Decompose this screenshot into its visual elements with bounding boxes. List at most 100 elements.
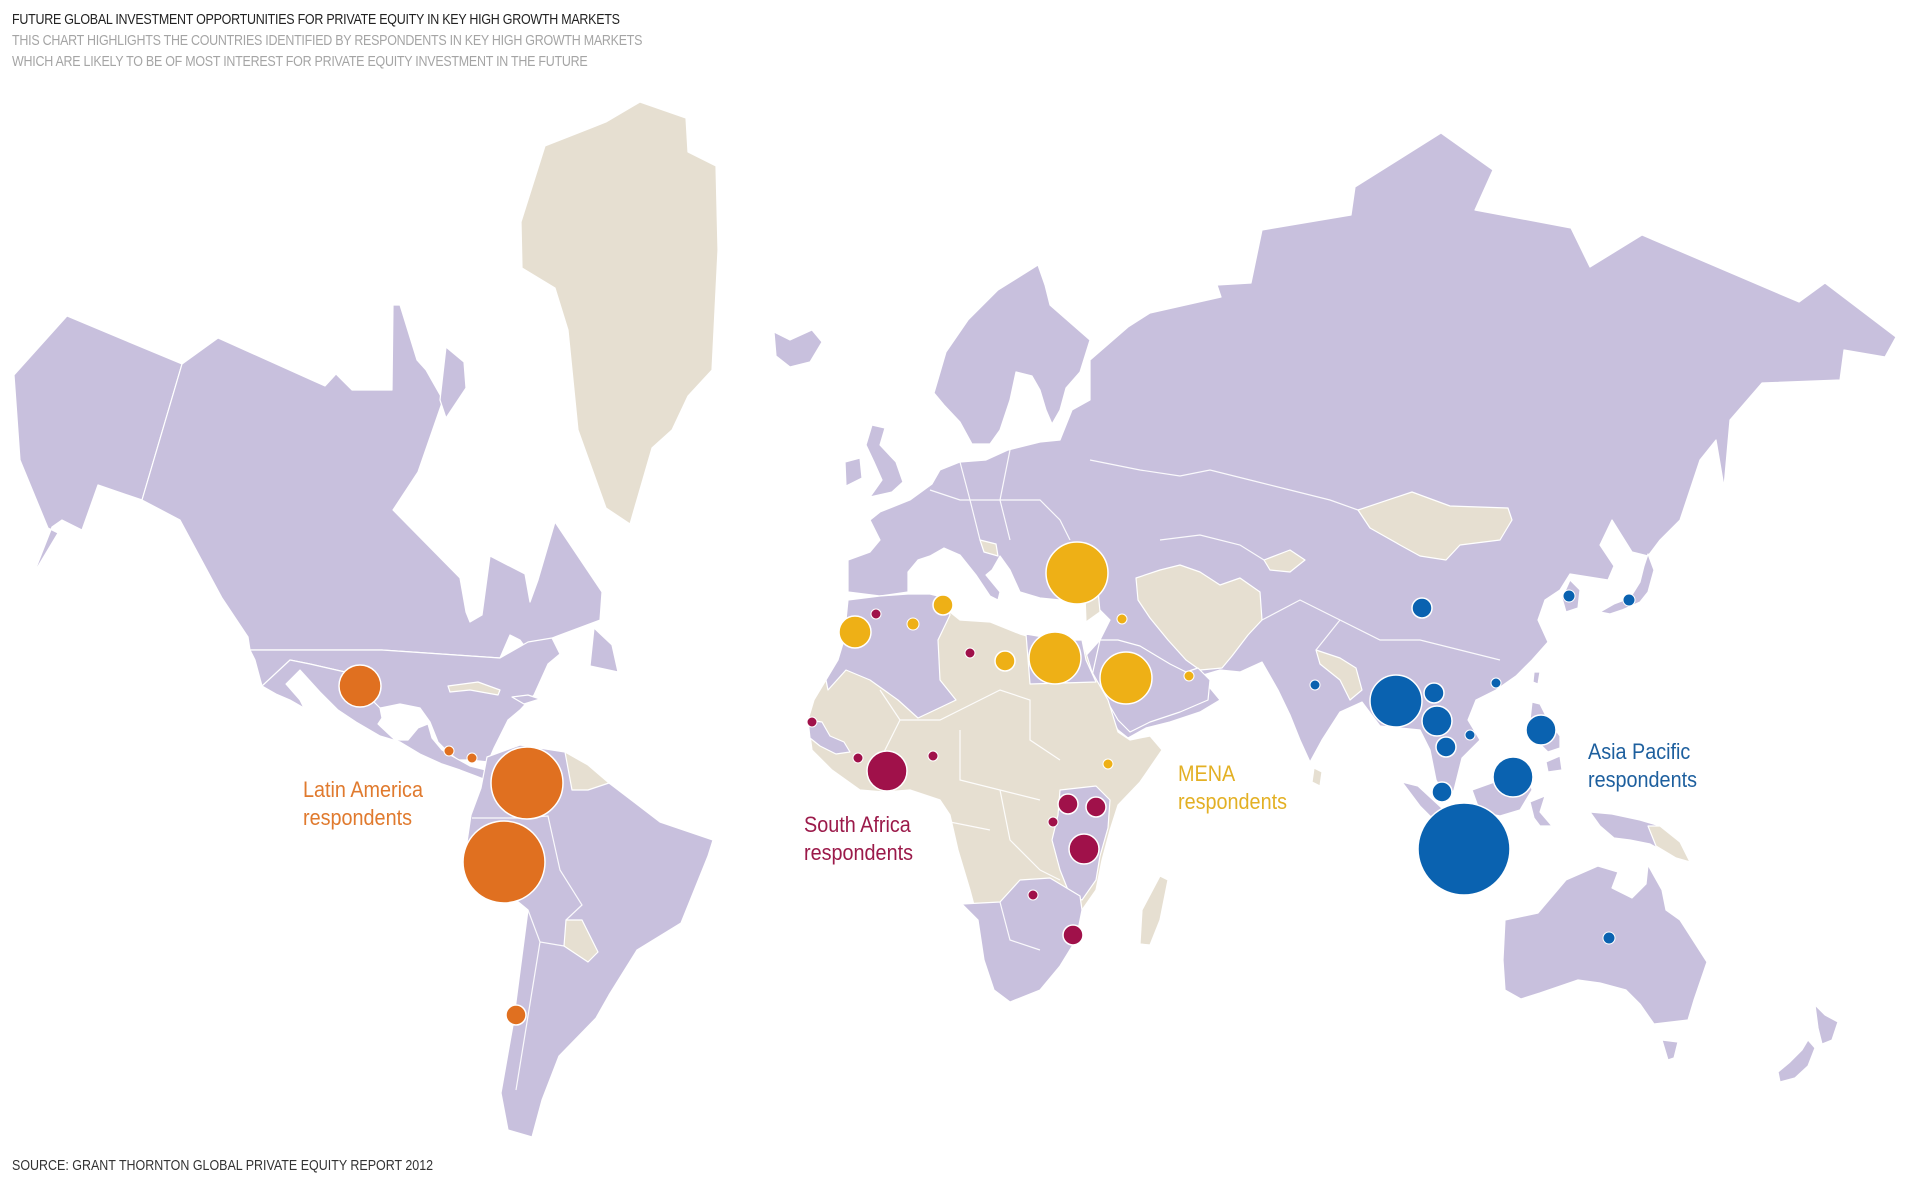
kyrgyzstan	[1263, 549, 1306, 573]
eurasia	[847, 132, 1897, 801]
bubble-uae	[1183, 670, 1195, 682]
series-asia-pacific-respondents	[1309, 589, 1636, 945]
bubble-china	[1411, 597, 1433, 619]
cuba	[447, 681, 501, 696]
bubble-zambia	[1027, 889, 1039, 901]
chart-title: FUTURE GLOBAL INVESTMENT OPPORTUNITIES F…	[12, 12, 620, 28]
bubble-rwanda	[1047, 816, 1059, 828]
bubble-tanzania	[1068, 833, 1100, 865]
bubble-niger	[927, 750, 939, 762]
paraguay	[563, 919, 599, 963]
iran-afghanistan	[1135, 564, 1263, 671]
bubble-saudi-arabia	[1099, 651, 1153, 705]
greenland	[520, 101, 719, 525]
bubble-vietnam	[1464, 729, 1476, 741]
bubble-south-korea	[1562, 589, 1576, 603]
bubble-myanmar	[1369, 674, 1423, 728]
source-note: SOURCE: GRANT THORNTON GLOBAL PRIVATE EQ…	[12, 1158, 434, 1174]
bubble-mozambique	[1062, 924, 1084, 946]
japan	[1599, 553, 1655, 615]
africa-borders	[879, 689, 1061, 951]
legend-latin-america-line1: Latin America	[303, 777, 423, 802]
bubble-libya	[994, 650, 1016, 672]
bubble-hong-kong	[1490, 677, 1502, 689]
south-america-borders	[472, 815, 583, 1091]
asia-borders	[929, 449, 1501, 661]
bubble-panama	[466, 752, 478, 764]
bubble-indonesia	[1417, 802, 1511, 896]
legend-south-africa: South Africa respondents	[804, 811, 913, 867]
bubble-malaysia-borneo-	[1492, 756, 1534, 798]
bubble-senegal	[806, 716, 818, 728]
legend-mena: MENA respondents	[1178, 760, 1287, 816]
bubble-egypt	[1028, 631, 1082, 685]
guyana-suriname	[564, 751, 610, 791]
bubble-laos	[1423, 682, 1445, 704]
series-mena-respondents	[838, 541, 1195, 770]
iceland	[773, 329, 823, 368]
bubble-philippines	[1525, 714, 1557, 746]
mindanao	[1545, 755, 1563, 773]
alaska	[13, 315, 183, 574]
canada	[141, 304, 603, 659]
newfoundland	[589, 627, 619, 673]
bubble-morocco	[838, 615, 872, 649]
legend-mena-line2: respondents	[1178, 789, 1287, 814]
bubble-kenya	[1085, 796, 1107, 818]
taiwan	[1532, 671, 1541, 685]
chart-subtitle-line-2: WHICH ARE LIKELY TO BE OF MOST INTEREST …	[12, 54, 588, 70]
bubble-morocco	[870, 608, 882, 620]
series-south-africa-respondents	[806, 608, 1107, 946]
bubble-japan	[1622, 593, 1636, 607]
bubble-chile	[505, 1004, 527, 1026]
bubble-thailand	[1421, 705, 1453, 737]
bubble-peru	[462, 820, 546, 904]
uk	[865, 424, 904, 498]
hispaniola	[511, 694, 541, 705]
series-latin-america-respondents	[338, 664, 564, 1026]
legend-latin-america: Latin America respondents	[303, 776, 423, 832]
new-zealand-north	[1814, 1004, 1839, 1045]
bubble-malaysia	[1431, 781, 1453, 803]
legend-asia-pacific-line1: Asia Pacific	[1588, 739, 1691, 764]
nepal-bangladesh	[1315, 649, 1363, 701]
chart-header: FUTURE GLOBAL INVESTMENT OPPORTUNITIES F…	[12, 10, 745, 73]
bosnia	[979, 539, 999, 557]
papua-new-guinea	[1647, 825, 1691, 863]
southern-africa	[961, 877, 1083, 1003]
bubble-uganda	[1057, 793, 1079, 815]
new-zealand-south	[1777, 1039, 1816, 1083]
australia	[1502, 864, 1708, 1025]
tasmania	[1661, 1039, 1679, 1061]
bubble-cambodia	[1435, 736, 1457, 758]
legend-south-africa-line1: South Africa	[804, 812, 911, 837]
bubble-nigeria	[866, 750, 908, 792]
madagascar	[1139, 875, 1169, 946]
bubble-turkey	[1045, 541, 1109, 605]
sulawesi	[1529, 795, 1553, 827]
sri-lanka	[1311, 767, 1323, 787]
bubble-algeria	[906, 617, 920, 631]
legend-south-africa-line2: respondents	[804, 840, 913, 865]
bubble-iraq-jordan	[1116, 613, 1128, 625]
west-africa-coast	[807, 719, 851, 755]
bubble-colombia	[490, 746, 564, 820]
scandinavia	[933, 264, 1091, 445]
legend-asia-pacific-line2: respondents	[1588, 767, 1697, 792]
bubble-costa-rica	[443, 745, 455, 757]
bubble-ethiopia	[1102, 758, 1114, 770]
legend-asia-pacific: Asia Pacific respondents	[1588, 738, 1697, 794]
bubble-layer	[338, 541, 1636, 1026]
land-layer	[13, 101, 1897, 1138]
mongolia	[1357, 491, 1513, 561]
bubble-ghana	[852, 752, 864, 764]
legend-latin-america-line2: respondents	[303, 805, 412, 830]
bubble-australia	[1602, 931, 1616, 945]
ireland	[844, 457, 863, 487]
bubble-tunisia	[932, 594, 954, 616]
bubble-libya	[964, 647, 976, 659]
chart-subtitle-line-1: THIS CHART HIGHLIGHTS THE COUNTRIES IDEN…	[12, 33, 643, 49]
baffin-island	[439, 346, 467, 419]
legend-mena-line1: MENA	[1178, 761, 1236, 786]
